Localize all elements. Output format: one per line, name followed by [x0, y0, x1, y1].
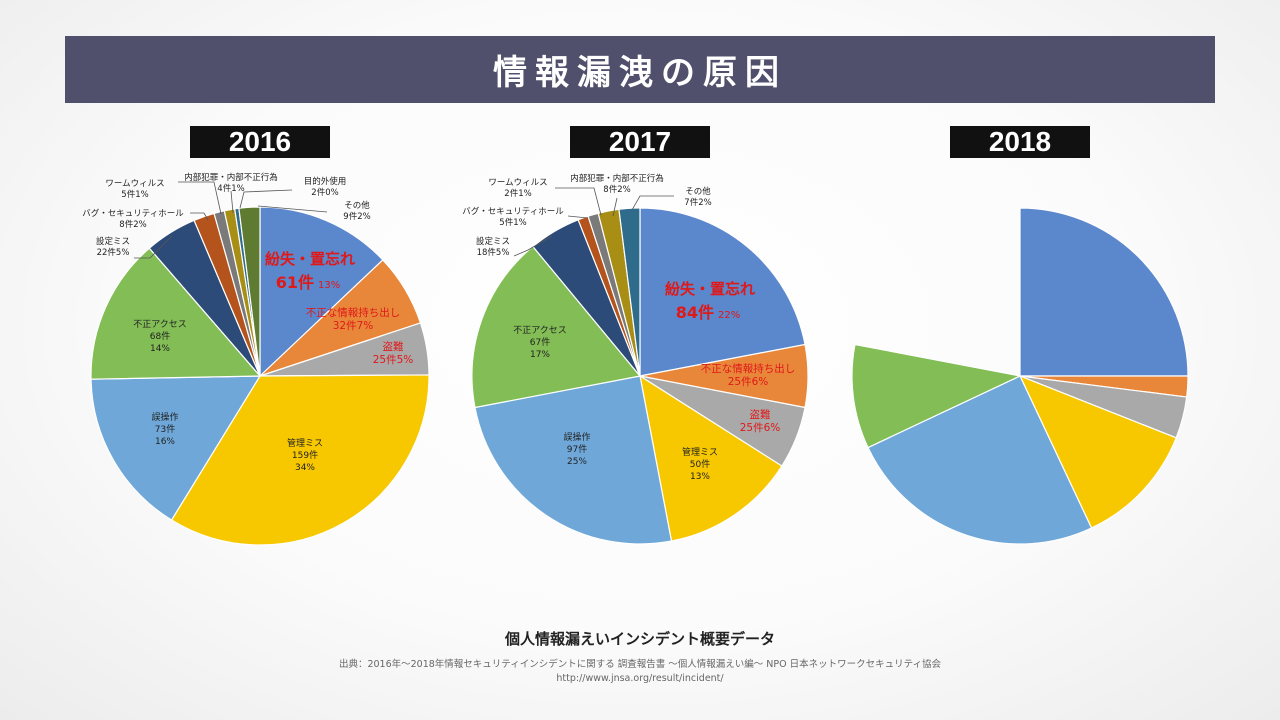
pie-2016-label: 61件 13% [276, 273, 341, 292]
pie-2017-slice [639, 374, 783, 542]
pie-2017 [471, 207, 809, 545]
pie-2017-label: 不正な情報持ち出し 25件6% [701, 362, 796, 388]
pie-2017-label: 設定ミス 18件5% [476, 236, 510, 258]
leader-line [239, 189, 293, 209]
leader-line [230, 190, 234, 214]
pie-2016-label: 誤操作 73件 16% [151, 411, 178, 447]
year-label-2018: 2018 [950, 126, 1090, 158]
leader-line [178, 181, 222, 215]
pie-2016-slice [238, 206, 261, 377]
pie-2016-label: バグ・セキュリティホール 8件2% [82, 208, 184, 230]
source-url: http://www.jnsa.org/result/incident/ [556, 673, 724, 684]
pie-2017-label: 管理ミス 50件 13% [682, 446, 718, 482]
pie-2016-slice [90, 247, 262, 380]
source-citation: 出典：2016年〜2018年情報セキュリティインシデントに関する 調査報告書 〜… [0, 658, 1280, 686]
leader-line [555, 187, 602, 216]
leader-line [134, 235, 173, 259]
pie-2016-label: 管理ミス 159件 34% [287, 437, 323, 473]
pie-2018-slice [1019, 207, 1189, 377]
pie-2017-label: 84件 22% [676, 303, 741, 322]
pie-2016-label: 盗難 25件5% [373, 340, 414, 366]
leader-line [567, 215, 589, 219]
leader-line [631, 195, 674, 211]
pie-2017-slice [618, 207, 641, 377]
pie-2016-slice [170, 374, 430, 546]
pie-2016 [90, 206, 430, 546]
pie-2017-slice [474, 375, 673, 545]
pie-2016-label: 不正アクセス 68件 14% [133, 319, 187, 354]
source-text: 出典：2016年〜2018年情報セキュリティインシデントに関する 調査報告書 〜… [338, 659, 942, 670]
pie-2018-slice [851, 343, 1022, 449]
year-label-2016: 2016 [190, 126, 330, 158]
leader-line [513, 235, 553, 257]
pie-2017-slice [471, 245, 642, 409]
pie-2017-label: 誤操作 97件 25% [563, 431, 590, 467]
leader-line [612, 197, 618, 217]
pie-2017-label: ワームウィルス 2件1% [488, 178, 547, 199]
pie-2017-label: バグ・セキュリティホール 5件1% [462, 206, 564, 228]
page-title: 情報漏洩の原因 [65, 36, 1215, 103]
pie-2017-slice [639, 207, 806, 377]
pie-2016-label: 内部犯罪・内部不正行為 4件1% [184, 172, 278, 194]
pie-2017-label: 盗難 25件6% [740, 408, 781, 434]
pie-2016-label: 目的外使用 2件0% [304, 176, 347, 198]
leader-line [190, 212, 209, 221]
pie-2016-slice [90, 375, 262, 521]
pie-2016-label: 設定ミス 22件5% [96, 236, 130, 258]
pie-2018 [851, 207, 1189, 545]
pie-2017-label: 不正アクセス 67件 17% [513, 325, 567, 360]
pie-2016-label: 紛失・置忘れ [265, 250, 355, 268]
chart-caption: 個人情報漏えいインシデント概要データ [504, 630, 775, 648]
pie-2018-slice [867, 375, 1093, 545]
year-label-2017: 2017 [570, 126, 710, 158]
pie-2016-label: その他 9件2% [343, 200, 370, 222]
pie-2018-slice [1018, 374, 1177, 529]
pie-2016-label: 不正な情報持ち出し 32件7% [306, 306, 401, 332]
pie-2016-label: ワームウィルス 5件1% [105, 179, 164, 200]
pie-2017-label: その他 7件2% [684, 186, 711, 208]
pie-2017-label: 内部犯罪・内部不正行為 8件2% [570, 173, 664, 195]
leader-line [257, 205, 328, 213]
pie-2017-label: 紛失・置忘れ [665, 280, 755, 298]
